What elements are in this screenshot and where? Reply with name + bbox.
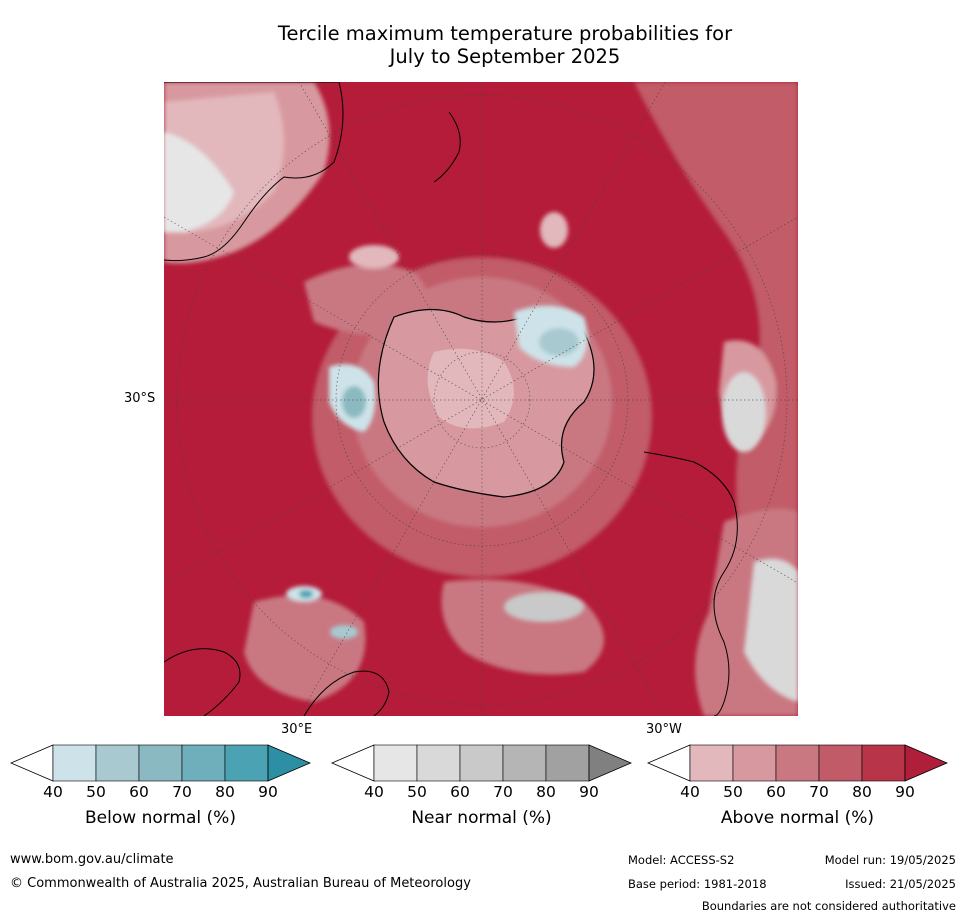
- below-normal-swatch-4: [181, 744, 226, 782]
- longitude-label-30w: 30°W: [646, 722, 682, 737]
- near-normal-tick-label: 80: [536, 783, 556, 801]
- above-normal-swatch-4: [818, 744, 863, 782]
- below-normal-tick-label: 90: [258, 783, 278, 801]
- near-normal-tick-label: 70: [493, 783, 513, 801]
- near-normal-swatch-4: [502, 744, 547, 782]
- near-normal-swatch-1: [373, 744, 418, 782]
- above-normal-swatch-5: [861, 744, 906, 782]
- near-normal-swatch-2: [416, 744, 461, 782]
- near-normal-colorbar: [331, 744, 632, 782]
- below-normal-swatch-1: [52, 744, 97, 782]
- above-normal-colorbar-title: Above normal (%): [720, 808, 875, 828]
- above-normal-swatch-over: [904, 744, 948, 782]
- copyright-text: © Commonwealth of Australia 2025, Austra…: [10, 876, 471, 891]
- below-normal-colorbar-title: Below normal (%): [85, 808, 236, 828]
- below-normal-tick-label: 50: [86, 783, 106, 801]
- near-normal-tick-label: 90: [579, 783, 599, 801]
- below-normal-swatch-2: [95, 744, 140, 782]
- chart-title: Tercile maximum temperature probabilitie…: [160, 22, 850, 68]
- above-normal-tick-label: 40: [680, 783, 700, 801]
- above-normal-swatch-3: [775, 744, 820, 782]
- title-line-2: July to September 2025: [389, 45, 621, 68]
- below-normal-swatch-5: [224, 744, 269, 782]
- near-normal-swatch-3: [459, 744, 504, 782]
- issued-text: Issued: 21/05/2025: [845, 877, 956, 891]
- above-normal-tick-label: 70: [809, 783, 829, 801]
- near-normal-swatch-5: [545, 744, 590, 782]
- near-normal-tick-label: 60: [450, 783, 470, 801]
- below-normal-swatch-3: [138, 744, 183, 782]
- above-normal-swatch-1: [689, 744, 734, 782]
- map-svg: [164, 82, 798, 716]
- below-normal-areas: [286, 305, 588, 639]
- below-normal-tick-label: 60: [129, 783, 149, 801]
- below-normal-swatch-over: [267, 744, 311, 782]
- near-normal-tick-label: 40: [364, 783, 384, 801]
- disclaimer-text: Boundaries are not considered authoritat…: [701, 899, 956, 913]
- above-normal-swatch-under: [647, 744, 691, 782]
- model-text: Model: ACCESS-S2: [628, 853, 735, 867]
- probability-map[interactable]: [164, 82, 798, 716]
- base-period-text: Base period: 1981-2018: [628, 877, 767, 891]
- longitude-label-30e: 30°E: [281, 722, 313, 737]
- model-run-text: Model run: 19/05/2025: [824, 853, 956, 867]
- above-normal-colorbar: [647, 744, 948, 782]
- near-normal-tick-label: 50: [407, 783, 427, 801]
- above-normal-tick-label: 50: [723, 783, 743, 801]
- coastlines: [164, 82, 738, 716]
- latitude-label-30s: 30°S: [124, 391, 156, 406]
- below-normal-tick-label: 70: [172, 783, 192, 801]
- above-normal-tick-label: 80: [852, 783, 872, 801]
- above-normal-tick-label: 60: [766, 783, 786, 801]
- graticule: [164, 82, 798, 716]
- above-normal-tick-label: 90: [895, 783, 915, 801]
- below-normal-tick-label: 80: [215, 783, 235, 801]
- below-normal-tick-label: 40: [43, 783, 63, 801]
- near-normal-swatch-over: [588, 744, 632, 782]
- below-normal-colorbar: [10, 744, 311, 782]
- near-normal-colorbar-title: Near normal (%): [411, 808, 552, 828]
- near-normal-swatch-under: [331, 744, 375, 782]
- website-link[interactable]: www.bom.gov.au/climate: [10, 852, 174, 867]
- title-line-1: Tercile maximum temperature probabilitie…: [277, 22, 733, 45]
- below-normal-swatch-under: [10, 744, 54, 782]
- above-normal-swatch-2: [732, 744, 777, 782]
